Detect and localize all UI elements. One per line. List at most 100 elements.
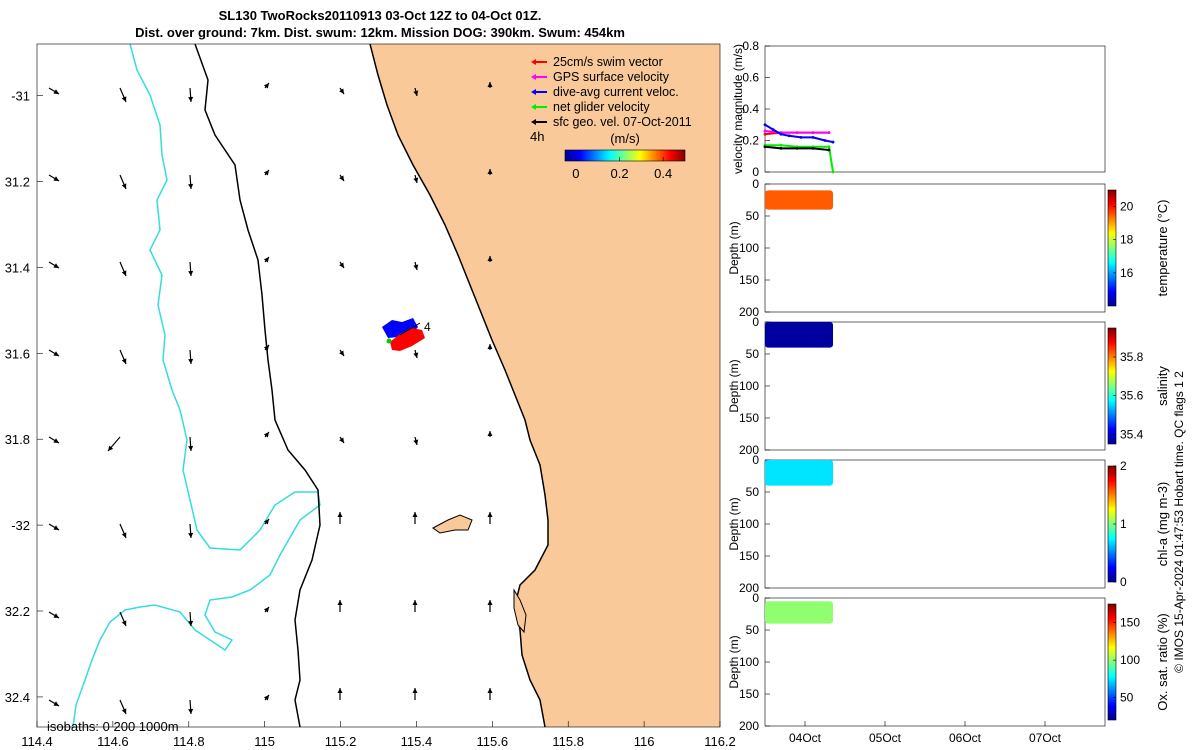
velocity-series-point: [799, 135, 803, 139]
time-tick-label: 07Oct: [1029, 731, 1062, 745]
geo-velocity-arrowhead: [412, 688, 418, 693]
map-x-tick-label: 116: [634, 734, 655, 749]
depth-colorbar: [1107, 189, 1117, 307]
geo-velocity-arrowhead: [339, 437, 344, 443]
geo-velocity-arrowhead: [337, 688, 343, 693]
map-panel: 114.4 114.6 114.8 115 115.2 115.4 115.6 115.8 11…: [5, 43, 736, 749]
depth-tick-label: 150: [739, 273, 759, 287]
geo-velocity-arrowhead: [339, 88, 344, 94]
velocity-series-point: [831, 140, 835, 144]
depth-section-data: [765, 190, 833, 210]
geo-velocity-arrowhead: [53, 351, 59, 356]
depth-colorbar-tick-label: 1: [1120, 517, 1127, 531]
depth-tick-label: 100: [739, 517, 759, 531]
geo-velocity-arrowhead: [108, 445, 114, 451]
legend-label: sfc geo. vel. 07-Oct-2011: [553, 115, 692, 129]
velocity-series-point: [779, 132, 783, 136]
velocity-ylabel: velocity magnitude (m/s): [731, 44, 745, 174]
geo-velocity-arrowhead: [339, 350, 344, 356]
map-y-tick-label: -31: [11, 89, 30, 104]
geo-velocity-arrowhead: [337, 512, 343, 517]
time-tick-label: 06Oct: [949, 731, 982, 745]
velocity-colorbar: (m/s) 0 0.2 0.4: [564, 131, 686, 181]
depth-axis-label: Depth (m): [727, 497, 741, 550]
velocity-series-point: [763, 129, 767, 133]
velocity-series-point: [831, 170, 835, 174]
geo-velocity-arrowhead: [121, 620, 127, 626]
map-y-tick-label: -32: [11, 518, 30, 533]
velocity-series-point: [795, 146, 799, 150]
geo-velocity-arrowhead: [337, 600, 343, 605]
hour-label: 4h: [530, 129, 544, 144]
map-y-tick-label: 31.4: [5, 260, 30, 275]
velocity-y-tick-label: 0.8: [742, 39, 759, 53]
island-rottnest: [432, 514, 473, 534]
velocity-series-line: [764, 123, 834, 144]
depth-panel-oxygen: 0 50 100 150 200 Depth (m) 50 100 150 Ox. sat. ra…: [727, 591, 1170, 733]
depth-colorbar-tick-label: 18: [1120, 233, 1134, 247]
velocity-series-point: [779, 143, 783, 147]
velocity-magnitude-panel: 0 0.2 0.4 0.6 0.8 velocity magnitude (m/s): [731, 39, 1106, 179]
island-garden: [513, 588, 527, 634]
isobaths-label: isobaths: 0 200 1000m: [47, 719, 179, 734]
depth-tick-label: 100: [739, 379, 759, 393]
geo-velocity-arrowhead: [53, 701, 59, 706]
map-x-tick-label: 115.6: [477, 734, 509, 749]
depth-tick-label: 200: [739, 305, 759, 319]
map-x-tick-label: 115: [254, 734, 275, 749]
geo-velocity-arrowhead: [53, 438, 59, 443]
geo-velocity-arrowhead: [53, 613, 59, 618]
depth-colorbar-tick-label: 150: [1120, 616, 1140, 630]
geo-velocity-arrowhead: [339, 262, 344, 268]
depth-colorbar-label: salinity: [1155, 366, 1170, 406]
depth-tick-label: 50: [746, 623, 760, 637]
geo-velocity-arrowhead: [188, 270, 194, 276]
velocity-y-tick-label: 0: [752, 165, 759, 179]
velocity-series-point: [779, 146, 783, 150]
map-title-line-2: Dist. over ground: 7km. Dist. swum: 12km…: [135, 25, 625, 40]
net-glider-velocity-point: [386, 338, 392, 344]
geo-velocity-arrowhead: [412, 600, 418, 605]
glider-track: [382, 318, 425, 351]
geo-velocity-arrowhead: [413, 264, 419, 270]
track-label: 4: [424, 320, 431, 334]
depth-colorbar-tick-label: 35.8: [1120, 350, 1144, 364]
time-tick-label: 05Oct: [869, 731, 902, 745]
colorbar-gradient: [564, 149, 686, 162]
depth-colorbar: [1107, 327, 1117, 445]
depth-colorbar: [1107, 603, 1117, 721]
depth-tick-label: 150: [739, 411, 759, 425]
geo-velocity-arrowhead: [339, 175, 344, 181]
depth-axis-label: Depth (m): [727, 221, 741, 274]
map-x-axis: 114.4 114.6 114.8 115 115.2 115.4 115.6 115.8 11…: [21, 721, 736, 749]
colorbar-tick-label: 0: [572, 166, 579, 181]
depth-colorbar-tick-label: 16: [1120, 266, 1134, 280]
velocity-series-point: [827, 131, 831, 135]
geo-velocity-arrowhead: [121, 532, 127, 538]
geo-velocity-arrowhead: [263, 519, 269, 525]
depth-tick-label: 200: [739, 443, 759, 457]
depth-tick-label: 200: [739, 719, 759, 733]
depth-section-data: [765, 601, 833, 624]
geo-velocity-arrowhead: [121, 358, 127, 364]
depth-axis-label: Depth (m): [727, 359, 741, 412]
depth-colorbar-label: Ox. sat. ratio (%): [1155, 613, 1170, 711]
geo-velocity-arrowhead: [413, 177, 419, 183]
depth-colorbar-label: temperature (°C): [1155, 200, 1170, 297]
geo-velocity-arrowhead: [263, 170, 269, 176]
velocity-series-point: [811, 131, 815, 135]
geo-velocity-arrowhead: [412, 512, 418, 517]
geo-velocity-arrowhead: [487, 344, 493, 349]
geo-velocity-arrowhead: [487, 82, 493, 87]
velocity-series-point: [787, 134, 791, 138]
map-x-tick-label: 116.2: [704, 734, 736, 749]
swim-vectors: [390, 328, 425, 351]
depth-colorbar-tick-label: 0: [1120, 575, 1127, 589]
depth-tick-label: 0: [752, 177, 759, 191]
depth-tick-label: 50: [746, 209, 760, 223]
depth-tick-label: 0: [752, 315, 759, 329]
velocity-series-point: [763, 132, 767, 136]
depth-tick-label: 0: [752, 591, 759, 605]
depth-section-data: [765, 460, 833, 486]
